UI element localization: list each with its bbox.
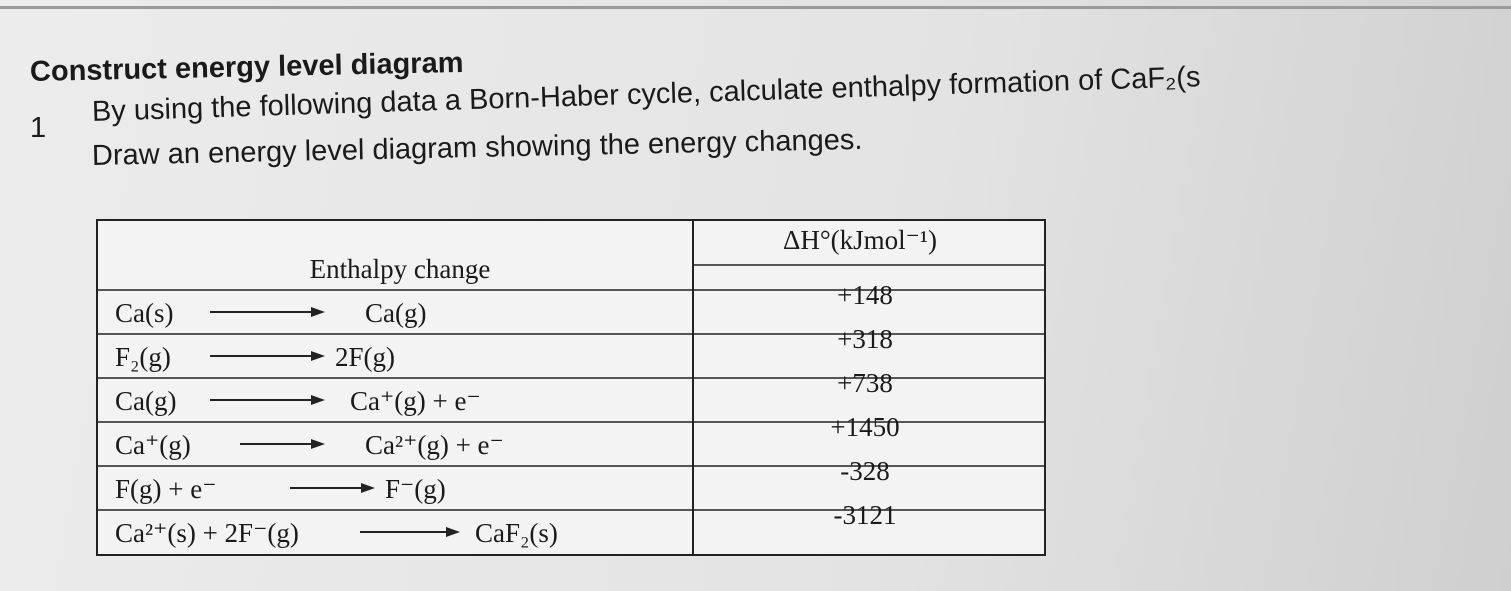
product: Ca(g): [365, 298, 426, 328]
arrow-head: [361, 483, 375, 493]
column-header: ΔH°(kJmol⁻¹): [783, 225, 937, 255]
reactant: Ca⁺(g): [115, 430, 191, 460]
product: Ca⁺(g) + e⁻: [350, 386, 481, 416]
reactant: F(g) + e⁻: [115, 474, 216, 504]
enthalpy-value: +318: [837, 324, 893, 354]
product: 2F(g): [335, 342, 395, 372]
table-border: [96, 219, 1046, 556]
reactant: Ca²⁺(s) + 2F⁻(g): [115, 518, 299, 548]
arrow-head: [446, 527, 460, 537]
arrow-head: [311, 307, 325, 317]
arrow-head: [311, 351, 325, 361]
enthalpy-value: +1450: [830, 412, 899, 442]
product: CaF₂(s): [475, 518, 558, 548]
enthalpy-value: -3121: [834, 500, 897, 530]
arrow-head: [311, 439, 325, 449]
arrow-head: [311, 395, 325, 405]
product: F⁻(g): [385, 474, 446, 504]
enthalpy-value: -328: [840, 456, 890, 486]
enthalpy-value: +148: [837, 280, 893, 310]
reactant: Ca(g): [115, 386, 176, 416]
product: Ca²⁺(g) + e⁻: [365, 430, 504, 460]
question-number: 1: [30, 112, 47, 144]
page-edge: [0, 6, 1511, 9]
reactant: Ca(s): [115, 298, 173, 328]
column-header: Enthalpy change: [310, 254, 491, 284]
enthalpy-value: +738: [837, 368, 893, 398]
reactant: F₂(g): [115, 342, 171, 372]
